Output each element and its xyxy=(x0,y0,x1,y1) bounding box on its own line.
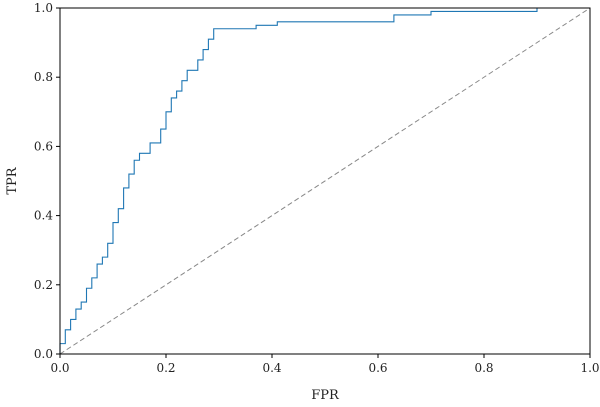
plot-frame xyxy=(59,7,591,355)
x-tick-label: 0.8 xyxy=(474,361,493,375)
x-tick-label: 0.2 xyxy=(156,361,175,375)
x-tick-label: 0.0 xyxy=(50,361,69,375)
y-tick-label: 0.6 xyxy=(34,139,53,153)
x-tick-label: 0.4 xyxy=(262,361,281,375)
chance-diagonal-line xyxy=(59,7,591,355)
x-axis-label: FPR xyxy=(311,388,340,403)
y-tick-label: 0.2 xyxy=(34,278,53,292)
y-tick-label: 0.4 xyxy=(34,209,53,223)
x-tick-label: 0.6 xyxy=(368,361,387,375)
y-axis-label: TPR xyxy=(5,166,20,194)
y-tick-label: 0.0 xyxy=(34,347,53,361)
y-tick-label: 1.0 xyxy=(34,1,53,15)
axes: 0.0 0.2 0.4 0.6 0.8 1.0 0.0 0.2 0.4 0.6 0.8 1.0 xyxy=(34,1,600,375)
roc-curve-line xyxy=(59,7,590,354)
y-tick-label: 0.8 xyxy=(34,70,53,84)
plot-area xyxy=(59,7,591,355)
x-tick-label: 1.0 xyxy=(580,361,599,375)
